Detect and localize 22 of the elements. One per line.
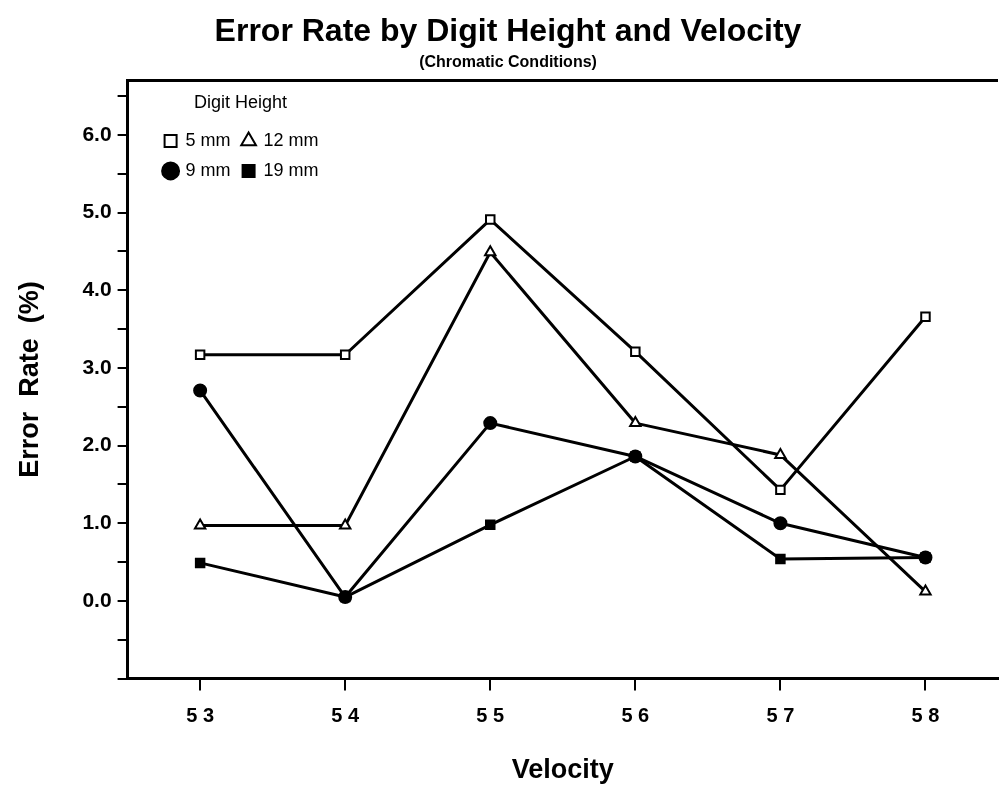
legend-label: 5 mm: [185, 129, 231, 150]
y-tick-label: 5.0: [82, 199, 112, 223]
legend-label: 9 mm: [185, 159, 231, 180]
x-tick-label: 5 7: [766, 704, 795, 727]
y-tick-label: 1.0: [82, 510, 112, 534]
y-tick-label: 0.0: [82, 587, 112, 611]
y-tick-label: 2.0: [82, 432, 112, 456]
legend-label: 19 mm: [263, 159, 319, 180]
y-axis-title: Error Rate (%): [13, 281, 44, 478]
x-tick-label: 5 5: [476, 704, 505, 727]
y-tick-label: 4.0: [82, 277, 112, 301]
legend-title: Digit Height: [194, 92, 288, 113]
y-tick-label: 3.0: [82, 354, 112, 378]
legend-label: 12 mm: [263, 129, 319, 150]
chart-title: Error Rate by Digit Height and Velocity: [214, 12, 802, 49]
chart-subtitle: (Chromatic Conditions): [419, 53, 597, 71]
y-tick-label: 6.0: [82, 121, 112, 145]
x-tick-label: 5 3: [186, 704, 215, 727]
x-tick-label: 5 4: [331, 704, 360, 727]
x-tick-label: 5 8: [911, 704, 940, 727]
x-tick-label: 5 6: [621, 704, 650, 727]
x-axis-title: Velocity: [511, 754, 614, 785]
